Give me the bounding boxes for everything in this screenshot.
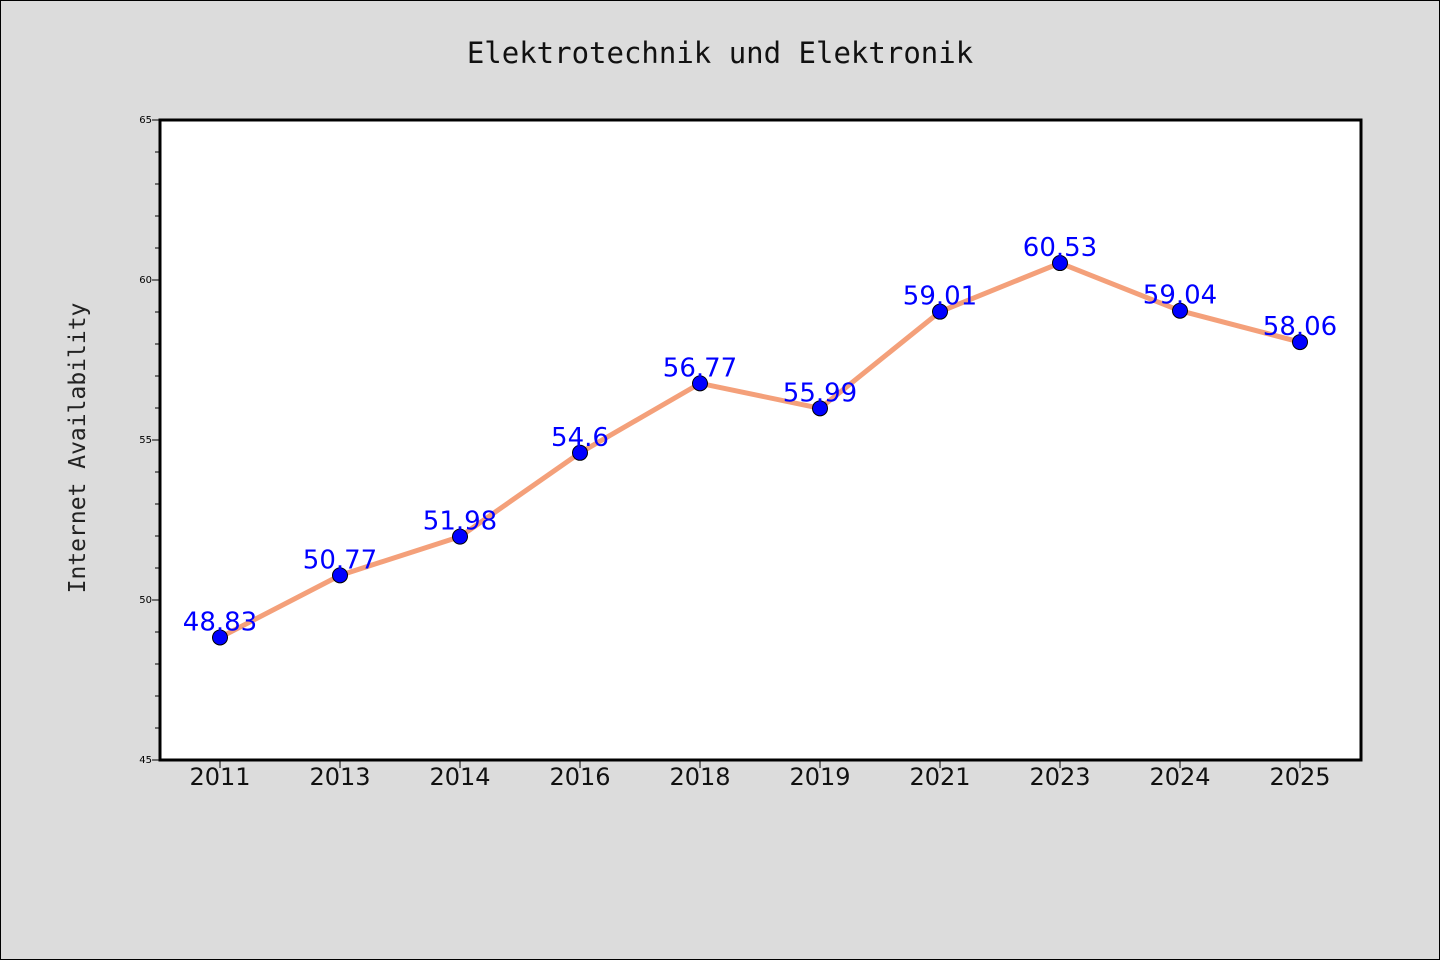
x-tick-label: 2019 bbox=[789, 763, 850, 791]
data-point bbox=[332, 567, 348, 584]
data-point bbox=[452, 528, 468, 545]
plot-area bbox=[158, 118, 1363, 762]
data-point bbox=[932, 303, 948, 320]
y-tick-label: 45 bbox=[139, 755, 152, 766]
y-tick-label: 50 bbox=[139, 595, 152, 606]
data-point bbox=[1292, 334, 1308, 351]
x-tick-label: 2014 bbox=[429, 763, 490, 791]
x-tick-label: 2011 bbox=[189, 763, 250, 791]
x-tick-label: 2025 bbox=[1269, 763, 1330, 791]
y-tick-label: 55 bbox=[139, 435, 152, 446]
x-tick-label: 2021 bbox=[909, 763, 970, 791]
chart-title: Elektrotechnik und Elektronik bbox=[467, 36, 974, 70]
data-label: 48.83 bbox=[183, 607, 257, 637]
data-label: 59.01 bbox=[903, 282, 977, 312]
data-label-layer: 48.83 50.77 51.98 54.6 56.77 55.99 59.01 60.53 5… bbox=[183, 233, 1337, 637]
data-label: 60.53 bbox=[1023, 233, 1097, 263]
data-label: 59.04 bbox=[1143, 281, 1217, 311]
x-tick-label: 2023 bbox=[1029, 763, 1090, 791]
data-label: 55.99 bbox=[783, 378, 857, 408]
y-tick-label: 60 bbox=[139, 275, 152, 286]
data-point bbox=[1172, 302, 1188, 319]
x-tick-label: 2024 bbox=[1149, 763, 1210, 791]
x-tick-label: 2016 bbox=[549, 763, 610, 791]
data-point bbox=[1052, 255, 1068, 272]
y-tick-label: 65 bbox=[139, 115, 152, 126]
data-point bbox=[812, 400, 828, 417]
data-label: 51.98 bbox=[423, 507, 497, 537]
series-layer bbox=[212, 255, 1308, 646]
data-label: 54.6 bbox=[551, 423, 609, 453]
y-axis-label: Internet Availability bbox=[65, 303, 91, 594]
x-tick-label: 2013 bbox=[309, 763, 370, 791]
data-label: 50.77 bbox=[303, 545, 377, 575]
x-tick-label: 2018 bbox=[669, 763, 730, 791]
data-point bbox=[212, 629, 228, 646]
data-label: 58.06 bbox=[1263, 312, 1337, 342]
x-axis: 2011 2013 2014 2016 2018 2019 2021 2023 2024 2025 bbox=[189, 760, 1331, 791]
data-label: 56.77 bbox=[663, 353, 737, 383]
series-line bbox=[217, 260, 1303, 640]
data-point bbox=[572, 444, 588, 461]
data-point bbox=[692, 375, 708, 392]
y-axis: 45 50 55 60 65 bbox=[139, 115, 160, 766]
